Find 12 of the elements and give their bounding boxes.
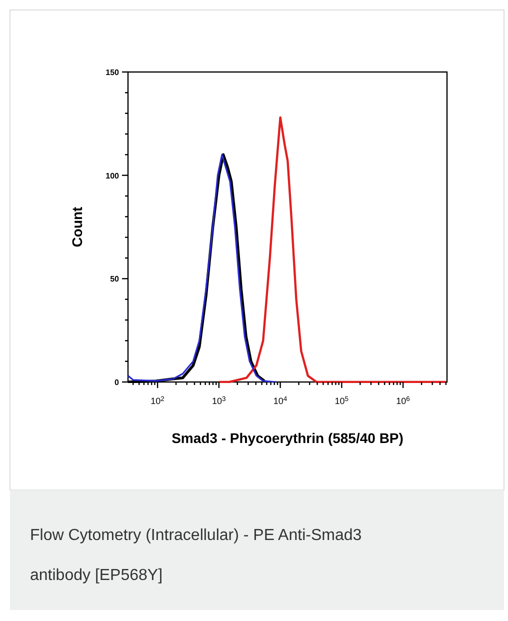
y-axis-title: Count <box>69 206 85 248</box>
x-tick-label: 10$^{4}$ <box>273 396 288 406</box>
x-tick-label: 10$^{2}$ <box>150 396 165 406</box>
x-axis-title: Smad3 - Phycoerythrin (585/40 BP) <box>172 430 404 446</box>
text: Flow Cytometry (Intracellular) - PE Anti-Smad3 antibody [EP568Y] <box>30 527 362 584</box>
x-tick-label: 10$^{3}$ <box>212 396 226 406</box>
y-tick-label: 100 <box>106 171 120 180</box>
x-tick-label: 10$^{5}$ <box>334 396 349 406</box>
x-tick-label: 10$^{6}$ <box>396 396 410 406</box>
y-tick-label: 150 <box>106 68 120 77</box>
y-tick-label: 0 <box>114 378 120 387</box>
y-tick-label: 50 <box>110 274 120 284</box>
